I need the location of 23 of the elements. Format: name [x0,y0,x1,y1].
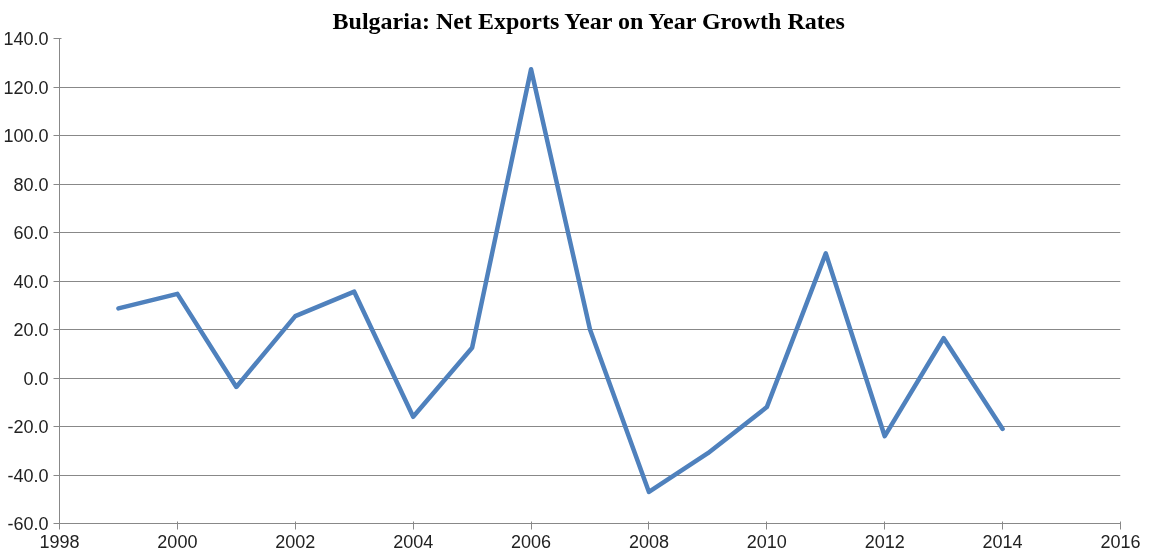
y-tick-label: 80.0 [13,174,49,195]
x-tick-label: 2014 [982,531,1023,552]
y-tick-label: 40.0 [13,271,49,292]
chart-title: Bulgaria: Net Exports Year on Year Growth Rates [332,7,845,34]
y-tick-label: 60.0 [13,223,49,243]
x-tick-label: 2006 [511,531,552,552]
x-tick-label: 2000 [157,531,198,552]
y-tick-label: 100.0 [3,126,49,146]
line-series [116,67,1005,495]
x-tick-label: 2010 [746,531,787,552]
x-tick-label: 1998 [39,531,80,552]
y-tick-label: 0.0 [23,368,49,389]
x-tick-label: 2008 [628,531,669,552]
x-tick-label: 2002 [275,531,316,552]
x-tick-label: 2016 [1100,531,1141,552]
y-tick-label: -20.0 [7,417,49,437]
y-tick-label: 20.0 [13,320,49,340]
y-tick-label: 120.0 [3,77,49,98]
x-tick-label: 2012 [864,531,905,552]
x-tick-label: 2004 [393,531,434,552]
y-tick-label: -60.0 [7,514,49,534]
y-tick-label: 140.0 [3,29,49,49]
y-tick-label: -40.0 [7,465,49,486]
